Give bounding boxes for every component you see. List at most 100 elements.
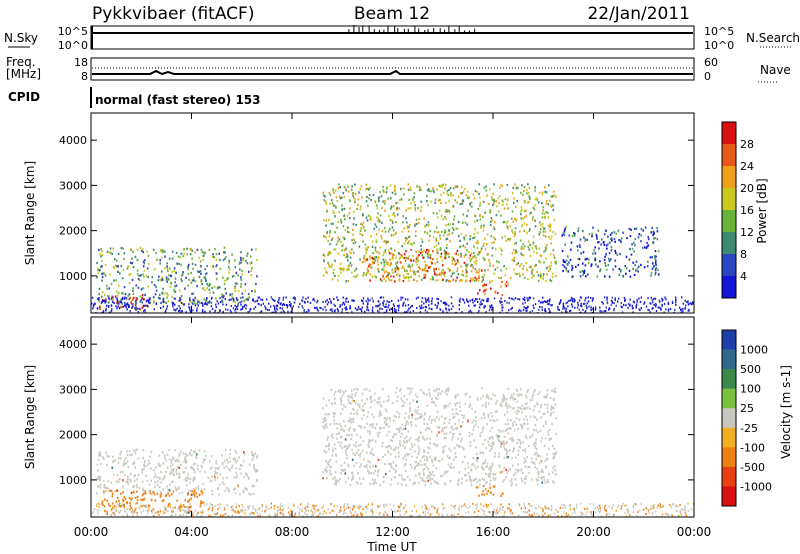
velocity-cell bbox=[334, 390, 337, 394]
power-cell bbox=[529, 310, 531, 313]
power-cell bbox=[406, 237, 408, 240]
power-cell bbox=[174, 281, 176, 284]
power-cell bbox=[383, 240, 385, 243]
power-cell bbox=[234, 308, 237, 310]
power-cell bbox=[610, 299, 613, 302]
power-cell bbox=[548, 265, 551, 268]
velocity-cell bbox=[417, 440, 420, 443]
velocity-cell bbox=[483, 505, 485, 508]
velocity-cell bbox=[418, 436, 420, 439]
velocity-cell bbox=[154, 485, 156, 488]
velocity-cell bbox=[486, 462, 489, 465]
velocity-cell bbox=[350, 437, 353, 441]
power-cell bbox=[276, 308, 278, 311]
velocity-cell bbox=[416, 417, 419, 420]
velocity-cell bbox=[547, 458, 549, 461]
power-cell bbox=[673, 311, 675, 313]
velocity-cell bbox=[127, 475, 129, 478]
velocity-cell bbox=[125, 456, 127, 460]
power-cell bbox=[354, 198, 357, 201]
velocity-cell bbox=[671, 514, 673, 517]
power-cell bbox=[106, 287, 108, 290]
power-cell bbox=[137, 286, 140, 289]
velocity-cell bbox=[464, 467, 467, 470]
power-cell bbox=[550, 235, 553, 238]
power-cell bbox=[446, 189, 449, 192]
velocity-cell bbox=[193, 450, 196, 453]
power-cell bbox=[533, 307, 535, 309]
velocity-cell bbox=[389, 418, 391, 421]
velocity-cell bbox=[466, 479, 468, 482]
power-cell bbox=[582, 262, 584, 265]
power-cell bbox=[350, 252, 352, 255]
power-cell bbox=[323, 260, 325, 263]
velocity-cell bbox=[339, 428, 342, 431]
power-cell bbox=[650, 296, 652, 299]
power-cell bbox=[692, 302, 694, 305]
velocity-cell bbox=[548, 447, 550, 450]
power-cell bbox=[199, 270, 202, 273]
power-cell bbox=[570, 248, 572, 251]
velocity-cell bbox=[534, 445, 537, 448]
velocity-cell bbox=[136, 495, 139, 498]
velocity-cell bbox=[300, 503, 302, 506]
power-cell bbox=[428, 189, 430, 193]
velocity-cell bbox=[118, 510, 120, 513]
velocity-cell bbox=[409, 402, 411, 405]
power-cell bbox=[98, 297, 100, 300]
velocity-cell bbox=[399, 389, 401, 392]
velocity-cell bbox=[540, 416, 542, 419]
velocity-cell bbox=[343, 430, 345, 433]
velocity-cell bbox=[535, 438, 537, 441]
power-cell bbox=[388, 278, 391, 282]
power-cell bbox=[480, 224, 482, 228]
power-cell bbox=[234, 301, 237, 304]
power-cell bbox=[282, 309, 284, 312]
power-cell bbox=[658, 306, 661, 309]
power-cell bbox=[381, 237, 383, 240]
velocity-cell bbox=[487, 395, 489, 398]
velocity-cell bbox=[256, 469, 259, 472]
power-cell bbox=[565, 269, 568, 272]
velocity-cell bbox=[393, 433, 396, 436]
freq-panel bbox=[90, 57, 695, 81]
power-cell bbox=[608, 259, 611, 262]
power-cell bbox=[164, 266, 166, 270]
velocity-cell bbox=[407, 454, 409, 457]
velocity-cell bbox=[543, 395, 546, 398]
velocity-cell bbox=[548, 473, 550, 476]
velocity-cell bbox=[472, 502, 474, 505]
power-cell bbox=[128, 298, 130, 301]
power-cell bbox=[202, 254, 205, 257]
velocity-cell bbox=[517, 449, 520, 452]
velocity-cell bbox=[517, 438, 519, 441]
power-cell bbox=[493, 272, 495, 275]
power-cell bbox=[103, 300, 105, 302]
power-cell bbox=[256, 275, 258, 278]
power-cell bbox=[151, 276, 154, 279]
velocity-cell bbox=[440, 430, 443, 433]
velocity-cell bbox=[481, 451, 483, 454]
power-cell bbox=[403, 253, 406, 256]
power-cell bbox=[100, 265, 102, 269]
velocity-cell bbox=[333, 443, 336, 446]
power-cell bbox=[454, 263, 457, 266]
power-cell bbox=[211, 307, 214, 310]
power-cell bbox=[152, 296, 155, 299]
power-cell bbox=[326, 303, 329, 306]
power-cell bbox=[526, 297, 528, 300]
velocity-cell bbox=[228, 490, 230, 493]
power-cell bbox=[385, 187, 388, 190]
power-cell bbox=[322, 235, 325, 238]
power-cell bbox=[335, 243, 338, 246]
velocity-cell bbox=[426, 423, 429, 426]
power-cell bbox=[98, 300, 101, 303]
power-cell bbox=[667, 303, 670, 305]
velocity-cell bbox=[514, 472, 517, 475]
velocity-cell bbox=[502, 440, 505, 443]
velocity-cell bbox=[133, 480, 136, 483]
velocity-cell bbox=[238, 456, 240, 459]
power-cell bbox=[608, 307, 611, 310]
power-cell bbox=[225, 292, 227, 295]
power-cell bbox=[162, 299, 164, 302]
